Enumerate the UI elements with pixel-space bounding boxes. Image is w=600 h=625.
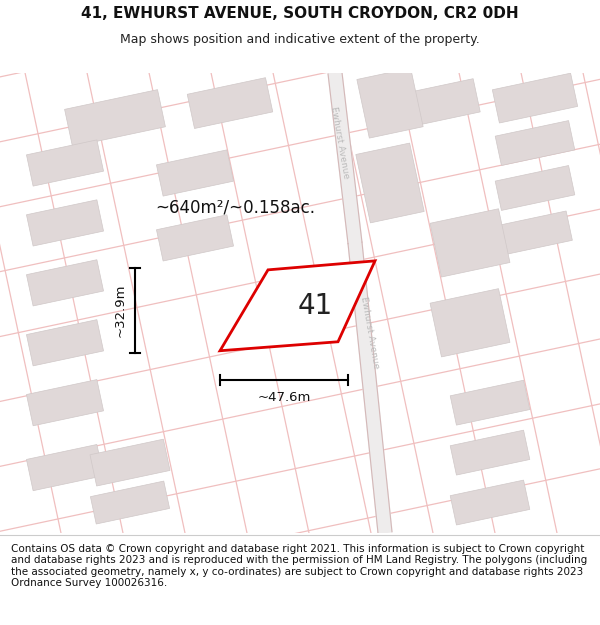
Text: Map shows position and indicative extent of the property.: Map shows position and indicative extent… <box>120 32 480 46</box>
Polygon shape <box>450 380 530 425</box>
Text: Ewhurst Avenue: Ewhurst Avenue <box>359 296 381 369</box>
Polygon shape <box>495 166 575 211</box>
Polygon shape <box>450 480 530 525</box>
Polygon shape <box>495 121 575 166</box>
Polygon shape <box>26 200 104 246</box>
Polygon shape <box>26 319 104 366</box>
Polygon shape <box>357 68 423 138</box>
Polygon shape <box>91 481 170 524</box>
Polygon shape <box>450 430 530 475</box>
Polygon shape <box>400 79 480 128</box>
Text: 41: 41 <box>298 292 333 320</box>
Polygon shape <box>497 211 572 255</box>
Polygon shape <box>26 260 104 306</box>
Polygon shape <box>430 289 510 357</box>
Polygon shape <box>26 140 104 186</box>
Text: Contains OS data © Crown copyright and database right 2021. This information is : Contains OS data © Crown copyright and d… <box>11 544 587 588</box>
Polygon shape <box>430 209 510 277</box>
Text: 41, EWHURST AVENUE, SOUTH CROYDON, CR2 0DH: 41, EWHURST AVENUE, SOUTH CROYDON, CR2 0… <box>81 6 519 21</box>
Polygon shape <box>493 73 578 123</box>
Polygon shape <box>220 261 375 351</box>
Polygon shape <box>65 89 166 146</box>
Polygon shape <box>26 379 104 426</box>
Polygon shape <box>157 215 233 261</box>
Text: Ewhurst Avenue: Ewhurst Avenue <box>329 106 351 180</box>
Polygon shape <box>356 143 424 223</box>
Polygon shape <box>90 439 170 486</box>
Polygon shape <box>187 78 273 129</box>
Text: ~32.9m: ~32.9m <box>114 284 127 337</box>
Polygon shape <box>348 242 392 533</box>
Polygon shape <box>157 150 233 196</box>
Polygon shape <box>26 444 104 491</box>
Text: ~640m²/~0.158ac.: ~640m²/~0.158ac. <box>155 199 315 217</box>
Text: ~47.6m: ~47.6m <box>257 391 311 404</box>
Polygon shape <box>328 72 362 244</box>
